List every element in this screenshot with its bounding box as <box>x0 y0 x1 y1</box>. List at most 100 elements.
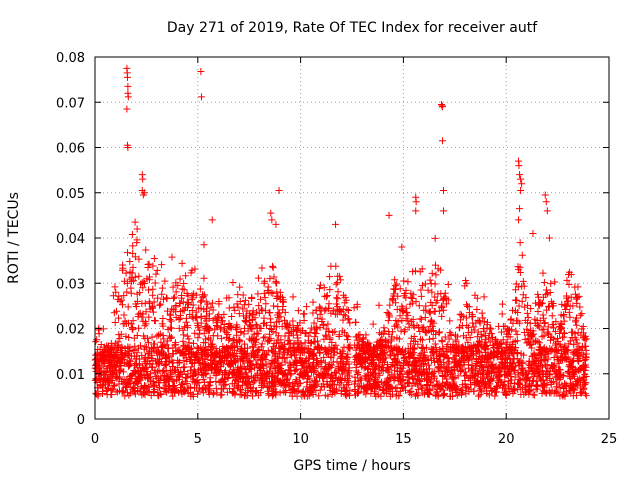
data-point <box>257 389 265 397</box>
data-point <box>140 390 148 398</box>
data-point <box>191 329 199 337</box>
data-point <box>176 358 184 366</box>
data-point <box>115 314 123 322</box>
data-point <box>313 325 321 333</box>
x-tick-label: 0 <box>91 432 99 447</box>
data-point <box>476 386 484 394</box>
data-point <box>130 369 138 377</box>
data-point <box>163 295 171 303</box>
data-point <box>277 365 285 373</box>
data-point <box>126 257 134 265</box>
data-point <box>313 380 321 388</box>
data-point <box>530 391 538 399</box>
data-point <box>421 314 429 322</box>
y-tick-label: 0.03 <box>56 277 85 292</box>
data-point <box>375 301 383 309</box>
data-point <box>296 379 304 387</box>
x-tick-label: 15 <box>395 432 412 447</box>
data-point <box>424 286 432 294</box>
data-point <box>426 335 434 343</box>
data-point <box>129 370 137 378</box>
data-point <box>242 317 250 325</box>
data-point <box>345 372 353 380</box>
y-tick-label: 0.01 <box>56 368 85 383</box>
data-point <box>139 284 147 292</box>
data-point <box>357 376 365 384</box>
data-point <box>574 283 582 291</box>
data-point <box>333 294 341 302</box>
data-point <box>118 344 126 352</box>
data-point <box>119 368 127 376</box>
data-point <box>535 339 543 347</box>
data-point <box>326 273 334 281</box>
data-point <box>151 279 159 287</box>
data-point <box>132 302 140 310</box>
data-point <box>399 308 407 316</box>
data-point <box>431 234 439 242</box>
data-point <box>353 370 361 378</box>
data-point <box>135 255 143 263</box>
data-point <box>266 325 274 333</box>
data-point <box>136 289 144 297</box>
data-point <box>247 359 255 367</box>
data-point <box>119 388 127 396</box>
data-point <box>269 327 277 335</box>
data-point <box>154 294 162 302</box>
data-point <box>262 350 270 358</box>
data-point <box>128 230 136 238</box>
data-point <box>375 329 383 337</box>
data-point <box>412 207 420 215</box>
data-point <box>133 225 141 233</box>
data-point <box>345 315 353 323</box>
data-point <box>529 229 537 237</box>
data-point <box>545 234 553 242</box>
data-point <box>261 333 269 341</box>
data-point <box>185 339 193 347</box>
data-point <box>128 269 136 277</box>
data-point <box>230 385 238 393</box>
data-point <box>150 298 158 306</box>
data-point <box>131 253 139 261</box>
data-point <box>328 361 336 369</box>
data-point <box>340 366 348 374</box>
data-point <box>125 333 133 341</box>
data-point <box>215 300 223 308</box>
data-point <box>156 359 164 367</box>
data-point <box>270 302 278 310</box>
data-point <box>478 309 486 317</box>
data-point <box>300 391 308 399</box>
data-point <box>296 319 304 327</box>
data-point <box>226 335 234 343</box>
data-point <box>209 306 217 314</box>
data-point <box>369 320 377 328</box>
data-point <box>290 339 298 347</box>
data-point <box>202 370 210 378</box>
data-point <box>203 305 211 313</box>
data-point <box>206 386 214 394</box>
data-point <box>346 386 354 394</box>
data-point <box>498 310 506 318</box>
data-point <box>152 270 160 278</box>
data-point <box>131 218 139 226</box>
data-point <box>160 349 168 357</box>
data-point <box>274 353 282 361</box>
x-tick-label: 20 <box>498 432 515 447</box>
data-point <box>431 280 439 288</box>
data-point <box>184 304 192 312</box>
data-point <box>391 384 399 392</box>
data-point <box>129 326 137 334</box>
data-point <box>288 352 296 360</box>
data-point <box>439 186 447 194</box>
data-point <box>211 326 219 334</box>
data-point <box>214 361 222 369</box>
data-point <box>354 369 362 377</box>
data-point <box>255 309 263 317</box>
data-point <box>110 382 118 390</box>
data-point <box>326 286 334 294</box>
data-point <box>217 335 225 343</box>
data-point <box>252 338 260 346</box>
data-point <box>268 262 276 270</box>
data-point <box>254 274 262 282</box>
data-point <box>201 371 209 379</box>
data-point <box>124 82 132 90</box>
